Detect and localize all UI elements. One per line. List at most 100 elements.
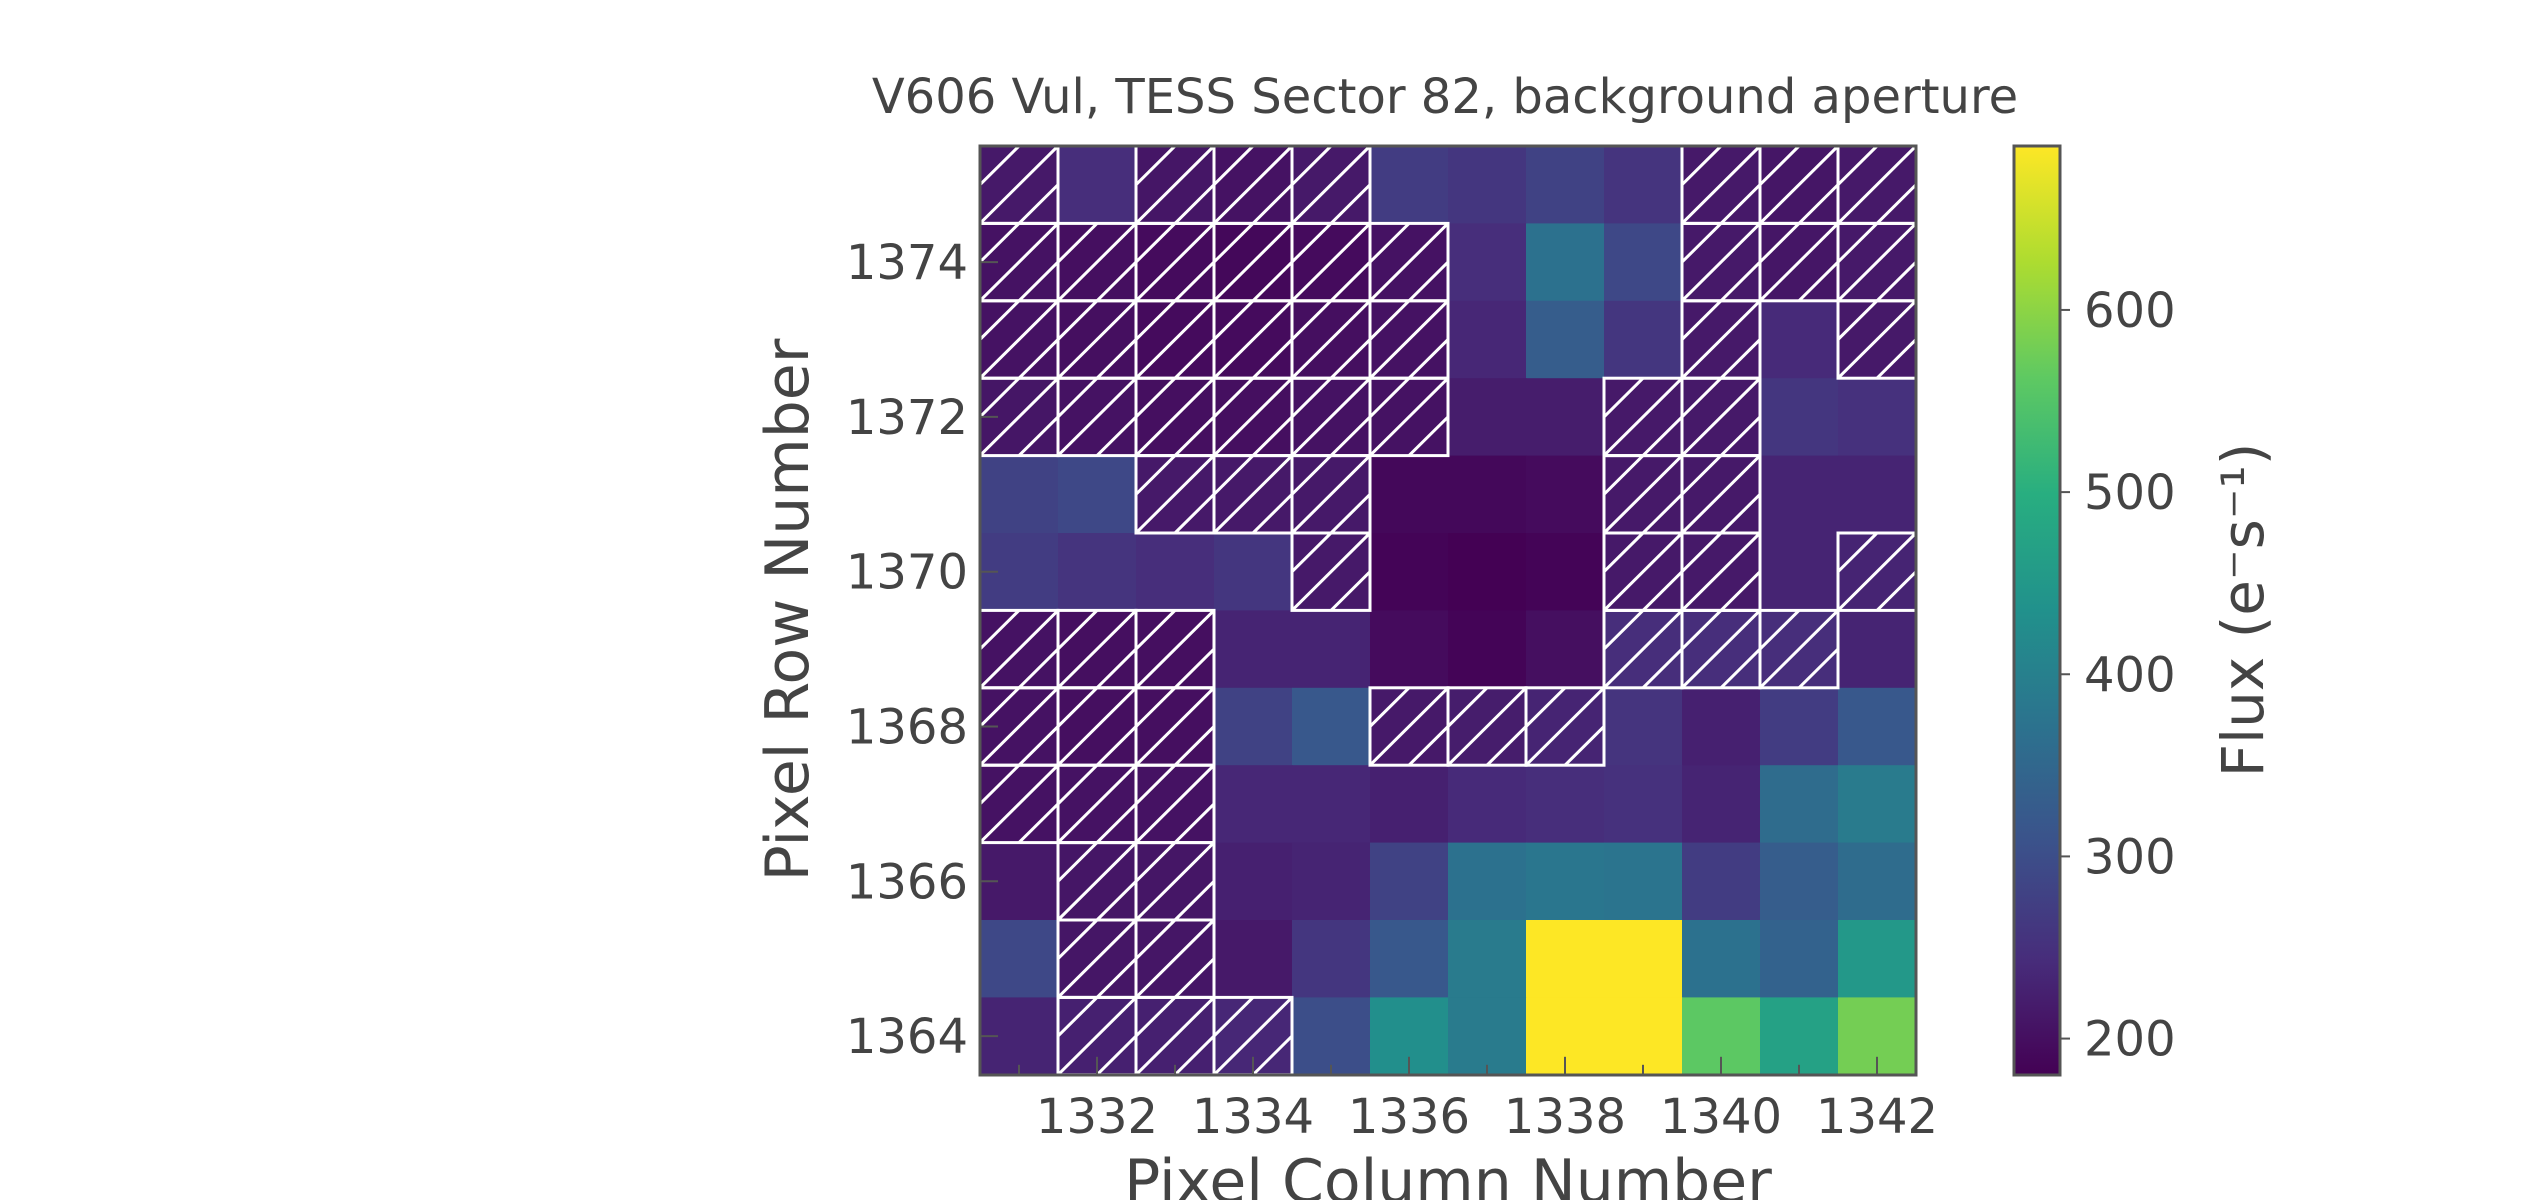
- heatmap-cell: [1604, 920, 1683, 998]
- aperture-hatch-cell: [978, 686, 1060, 767]
- heatmap-cell: [1292, 842, 1371, 921]
- aperture-hatch-cell: [1056, 609, 1138, 689]
- x-tick-label: 1342: [1816, 1089, 1938, 1145]
- aperture-hatch-cell: [1212, 454, 1294, 535]
- aperture-hatch-cell: [1134, 764, 1216, 844]
- aperture-cell-border: [1368, 376, 1450, 458]
- heatmap-cell: [1604, 687, 1683, 766]
- heatmap-cell: [1448, 765, 1527, 844]
- aperture-hatch-cell: [1056, 299, 1138, 380]
- heatmap-cell: [1370, 455, 1449, 534]
- heatmap-cell: [1058, 533, 1137, 611]
- y-tick-label: 1374: [846, 235, 968, 291]
- aperture-hatch-cell: [1134, 454, 1216, 535]
- colorbar-label: Flux (e⁻s⁻¹): [2209, 443, 2277, 778]
- heatmap-cell: [1526, 146, 1605, 224]
- heatmap-cell: [1838, 765, 1917, 844]
- heatmap-cell: [1838, 687, 1917, 766]
- heatmap-cell: [1370, 146, 1449, 224]
- aperture-hatch-cell: [1368, 299, 1450, 380]
- heatmap-cell: [1448, 455, 1527, 534]
- aperture-hatch-cell: [1056, 764, 1138, 844]
- heatmap-cell: [1760, 378, 1839, 457]
- colorbar-tick-label: 400: [2084, 647, 2176, 703]
- aperture-hatch-cell: [978, 299, 1060, 380]
- heatmap-cell: [1214, 842, 1293, 921]
- y-tick-label: 1368: [846, 700, 968, 756]
- heatmap-cell: [1292, 997, 1371, 1076]
- heatmap-cell: [1682, 765, 1761, 844]
- aperture-hatch-cell: [1680, 299, 1762, 380]
- aperture-cell-border: [1290, 531, 1372, 612]
- heatmap-cell: [1292, 687, 1371, 766]
- aperture-hatch-cell: [1602, 454, 1684, 535]
- heatmap-cell: [1526, 610, 1605, 689]
- aperture-hatch-cell: [1056, 222, 1138, 302]
- aperture-hatch-cell: [1134, 609, 1216, 689]
- aperture-hatch-cell: [1134, 996, 1216, 1076]
- heatmap-cell: [1214, 533, 1293, 611]
- heatmap-cell: [1370, 920, 1449, 998]
- heatmap-cell: [1526, 223, 1605, 302]
- aperture-cell-border: [1524, 686, 1606, 767]
- aperture-hatch-cell: [1680, 144, 1762, 225]
- heatmap-cell: [1526, 533, 1605, 611]
- x-tick-label: 1338: [1504, 1089, 1626, 1145]
- colorbar-tick-label: 600: [2084, 283, 2176, 339]
- colorbar-tick-label: 300: [2084, 829, 2176, 885]
- colorbar-tick-label: 200: [2084, 1012, 2176, 1068]
- aperture-hatch-cell: [1602, 377, 1684, 457]
- aperture-hatch-cell: [1368, 222, 1450, 302]
- colorbar-tick-label: 500: [2084, 465, 2176, 521]
- y-tick-label: 1366: [846, 854, 968, 910]
- heatmap-cell: [1292, 610, 1371, 689]
- heatmap-cell: [1838, 610, 1917, 689]
- heatmap-cell: [1760, 842, 1839, 921]
- aperture-hatch-cell: [1836, 144, 1918, 225]
- heatmap-cell: [1760, 687, 1839, 766]
- heatmap-cell: [1604, 223, 1683, 302]
- heatmap-cell: [1448, 300, 1527, 379]
- aperture-hatch-cell: [1836, 299, 1918, 380]
- heatmap-cell: [980, 455, 1059, 534]
- aperture-hatch-cell: [1758, 609, 1840, 689]
- heatmap-cell: [1526, 455, 1605, 534]
- aperture-outline: [978, 144, 1918, 1077]
- aperture-hatch-cell: [1290, 144, 1372, 225]
- heatmap-cell: [980, 920, 1059, 998]
- aperture-hatch-cell: [1056, 996, 1138, 1076]
- aperture-hatch-cell: [978, 764, 1060, 844]
- heatmap-cell: [1526, 920, 1605, 998]
- aperture-hatch-cell: [1680, 454, 1762, 535]
- aperture-hatch-cell: [1290, 222, 1372, 302]
- heatmap-cell: [1760, 300, 1839, 379]
- heatmap-cell: [1448, 378, 1527, 457]
- x-axis-ticks: 1332 1334 1336 1338 1340 1342: [1018, 1056, 1938, 1145]
- x-tick-label: 1336: [1348, 1089, 1470, 1145]
- heatmap-cell: [1526, 842, 1605, 921]
- heatmap-cell: [1838, 842, 1917, 921]
- heatmap-cell: [1760, 765, 1839, 844]
- y-tick-label: 1370: [846, 545, 968, 601]
- heatmap-cell: [1448, 533, 1527, 611]
- aperture-hatch-cell: [978, 609, 1060, 689]
- aperture-hatch-cell: [1602, 531, 1684, 612]
- aperture-hatch-cell: [1446, 686, 1528, 767]
- heatmap-cell: [1448, 223, 1527, 302]
- heatmap-cell: [1760, 455, 1839, 534]
- heatmap-cell: [1682, 687, 1761, 766]
- aperture-hatch-cell: [1212, 996, 1294, 1076]
- aperture-hatch-cell: [1290, 299, 1372, 380]
- aperture-hatch-cell: [1758, 222, 1840, 302]
- aperture-hatch-cell: [1758, 144, 1840, 225]
- heatmap-cell: [1838, 378, 1917, 457]
- y-axis-ticks: 1364 1366 1368 1370 1372 1374: [846, 235, 998, 1065]
- aperture-hatch-cell: [1134, 144, 1216, 225]
- heatmap-cell: [1760, 533, 1839, 611]
- heatmap-cell: [1760, 920, 1839, 998]
- heatmap-cell: [1604, 300, 1683, 379]
- aperture-hatch-cell: [1056, 377, 1138, 457]
- heatmap-cell: [1448, 842, 1527, 921]
- heatmap-cell: [1448, 610, 1527, 689]
